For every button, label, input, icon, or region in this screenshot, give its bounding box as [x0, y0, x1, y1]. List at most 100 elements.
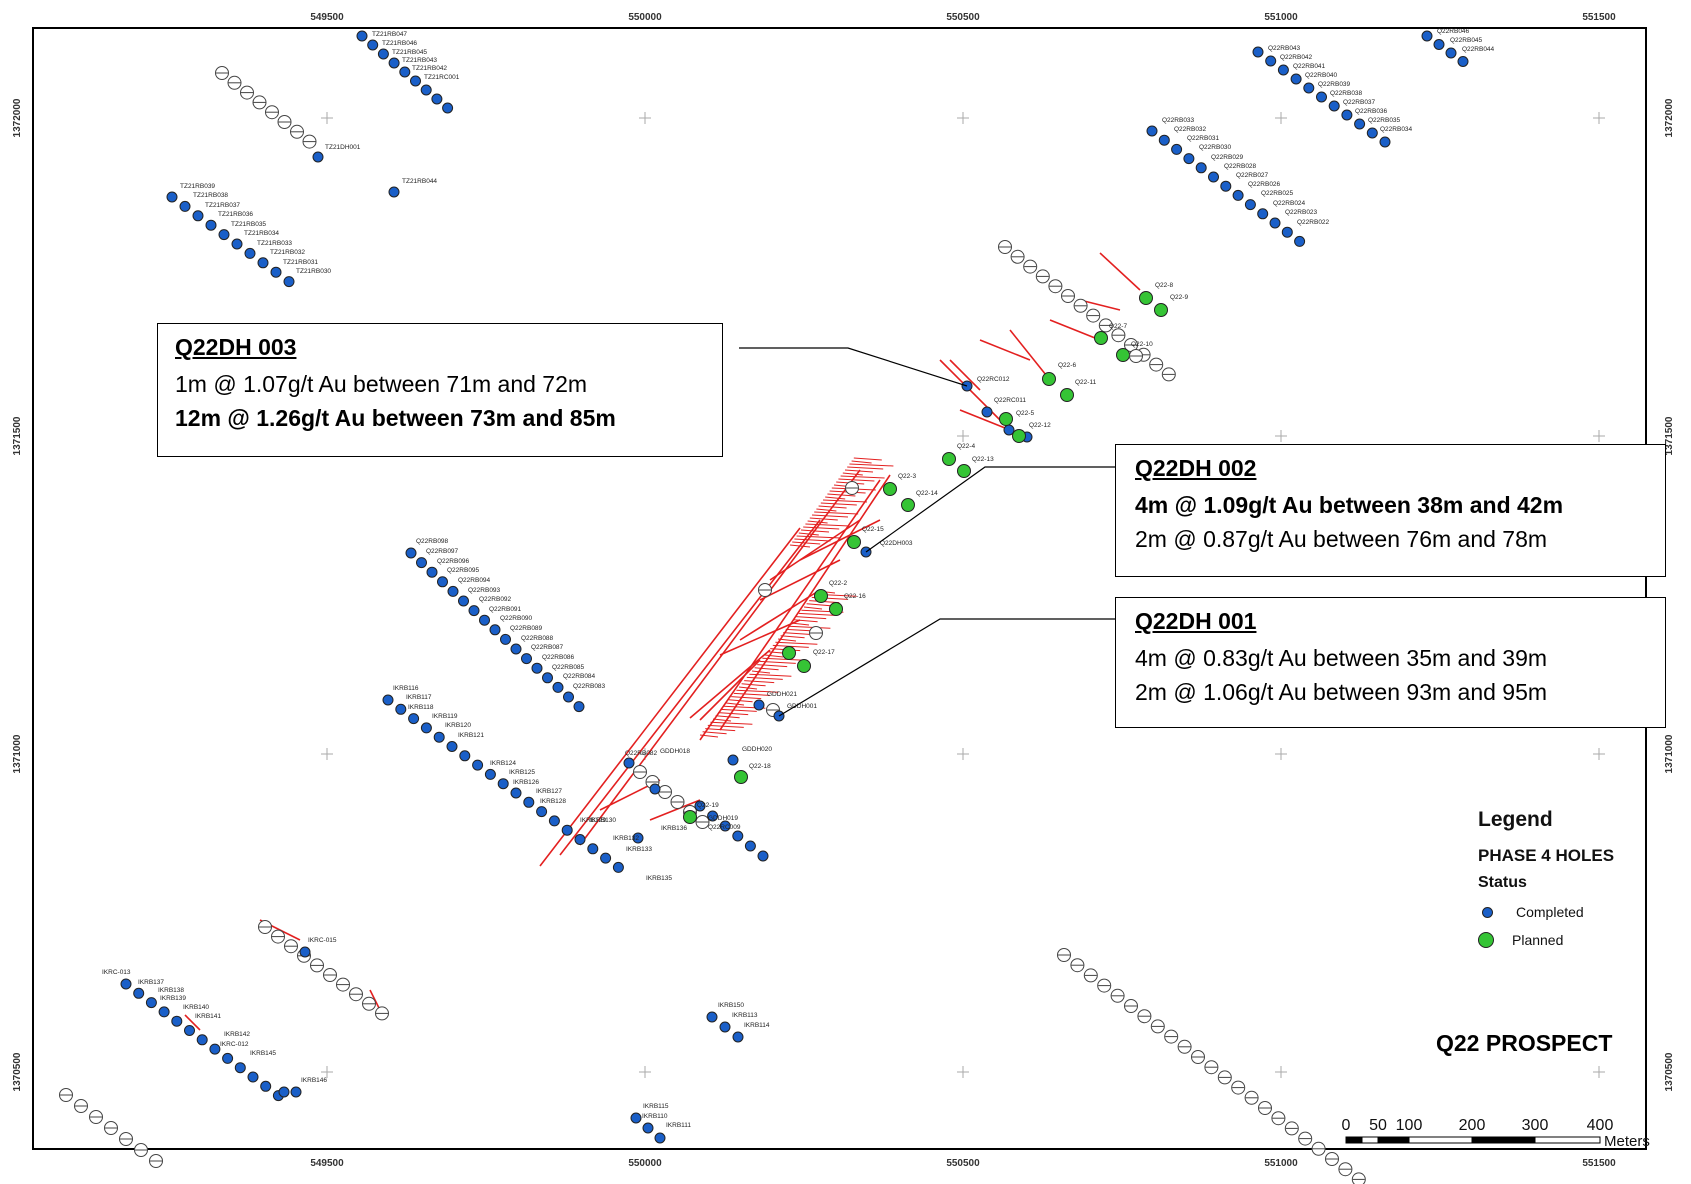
completed-hole — [1328, 100, 1340, 112]
completed-hole — [719, 820, 731, 832]
completed-hole — [468, 605, 480, 617]
drill-trace — [788, 625, 831, 629]
drill-trace — [792, 541, 821, 545]
completed-hole — [431, 93, 443, 105]
scale-label: 0 — [1342, 1117, 1351, 1134]
hole-label: Q22RB082 — [625, 750, 658, 757]
drill-trace — [840, 475, 885, 479]
hole-label: GDDH001 — [787, 703, 817, 710]
hole-label: Q22-14 — [916, 490, 938, 497]
hole-label: TZ21RB034 — [244, 230, 279, 237]
hole-label: TZ21RB033 — [257, 240, 292, 247]
hole-label: IKRB145 — [250, 1050, 276, 1057]
completed-hole — [1208, 171, 1219, 183]
hole-label: TZ21RB045 — [392, 49, 427, 56]
empty-hole — [1351, 1172, 1366, 1184]
completed-hole — [399, 66, 411, 78]
hole-label: Q22RB096 — [437, 558, 470, 565]
drill-holes — [59, 30, 1469, 1184]
callout-line: 2m @ 0.87g/t Au between 76m and 78m — [1135, 526, 1548, 552]
drill-trace — [744, 680, 775, 684]
hole-label: Q22-4 — [957, 443, 975, 450]
completed-hole — [1366, 127, 1378, 139]
legend-item-planned: Planned — [1478, 932, 1614, 948]
planned-hole — [734, 770, 748, 784]
y-tick-labels-right: 1372000 1371500 1371000 1370500 — [1664, 98, 1675, 1091]
completed-hole — [278, 1086, 290, 1098]
completed-hole — [247, 1071, 259, 1083]
hole-label: Q22RB042 — [1280, 54, 1313, 61]
completed-hole — [1445, 47, 1457, 59]
callout-title: Q22DH 001 — [1135, 608, 1257, 634]
hole-label: TZ21RB031 — [283, 259, 318, 266]
completed-hole — [472, 759, 484, 771]
completed-hole — [244, 247, 256, 259]
hole-label: IKRB121 — [458, 732, 484, 739]
drill-trace — [844, 469, 874, 473]
drill-trace — [710, 721, 753, 725]
hole-label: Q22RB029 — [1211, 154, 1244, 161]
hole-label: Q22RB094 — [458, 577, 491, 584]
hole-label: Q22RB045 — [1450, 37, 1483, 44]
y-tick-label: 1372000 — [12, 98, 23, 137]
hole-label: TZ21RB032 — [270, 249, 305, 256]
hole-label: Q22RB089 — [510, 625, 543, 632]
drill-trace — [798, 532, 819, 536]
drill-trace — [825, 496, 846, 500]
completed-hole — [706, 1011, 718, 1023]
legend-item-completed: Completed — [1482, 904, 1614, 920]
drill-trace — [759, 559, 841, 601]
drill-trace — [759, 660, 796, 664]
y-tick-label: 1371000 — [1664, 734, 1675, 773]
hole-label: Q22-10 — [1131, 341, 1153, 348]
x-tick-label: 551500 — [1582, 1158, 1616, 1169]
drill-trace — [751, 670, 771, 674]
y-tick-label: 1372000 — [1664, 98, 1675, 137]
hole-label: Q22RB044 — [1462, 46, 1495, 53]
drill-trace — [790, 622, 810, 626]
completed-hole — [120, 978, 132, 990]
completed-hole — [405, 547, 417, 559]
completed-hole — [1183, 153, 1195, 165]
completed-hole — [1195, 162, 1207, 174]
drill-trace — [369, 989, 381, 1011]
completed-hole — [623, 757, 635, 769]
completed-hole — [442, 102, 454, 114]
callout-q22dh001: Q22DH 001 4m @ 0.83g/t Au between 35m an… — [1115, 597, 1666, 728]
completed-hole — [630, 1112, 642, 1124]
completed-hole — [552, 681, 564, 693]
completed-hole — [1354, 118, 1366, 130]
completed-hole — [732, 830, 744, 842]
scale-segment — [1408, 1136, 1473, 1144]
hole-label: TZ21RB039 — [180, 183, 215, 190]
hole-label: IKRB116 — [393, 685, 419, 692]
drill-trace — [705, 728, 736, 732]
x-tick-label: 551000 — [1264, 1158, 1298, 1169]
completed-hole — [388, 57, 400, 69]
drill-trace — [794, 538, 831, 542]
completed-hole — [459, 750, 471, 762]
hole-label: IKRB140 — [183, 1004, 209, 1011]
drill-trace — [849, 463, 894, 467]
completed-hole — [497, 778, 509, 790]
hole-label: Q22RB090 — [500, 615, 533, 622]
hole-label: IKRC-012 — [220, 1041, 249, 1048]
hole-label: Q22RB026 — [1248, 181, 1281, 188]
drill-trace — [816, 508, 837, 512]
completed-hole — [196, 1034, 208, 1046]
prospect-title: Q22 PROSPECT — [1436, 1030, 1613, 1056]
completed-hole — [531, 662, 543, 674]
drill-trace — [803, 606, 823, 610]
completed-hole — [600, 852, 612, 864]
completed-hole — [1316, 91, 1327, 103]
completed-hole — [694, 800, 706, 812]
completed-hole — [257, 257, 269, 269]
hole-label: Q22RB024 — [1273, 200, 1306, 207]
planned-hole — [847, 535, 861, 549]
hole-label: Q22RB032 — [1174, 126, 1207, 133]
completed-hole — [574, 834, 586, 845]
planned-hole — [782, 646, 796, 660]
hole-label: IKRB130 — [590, 817, 616, 824]
